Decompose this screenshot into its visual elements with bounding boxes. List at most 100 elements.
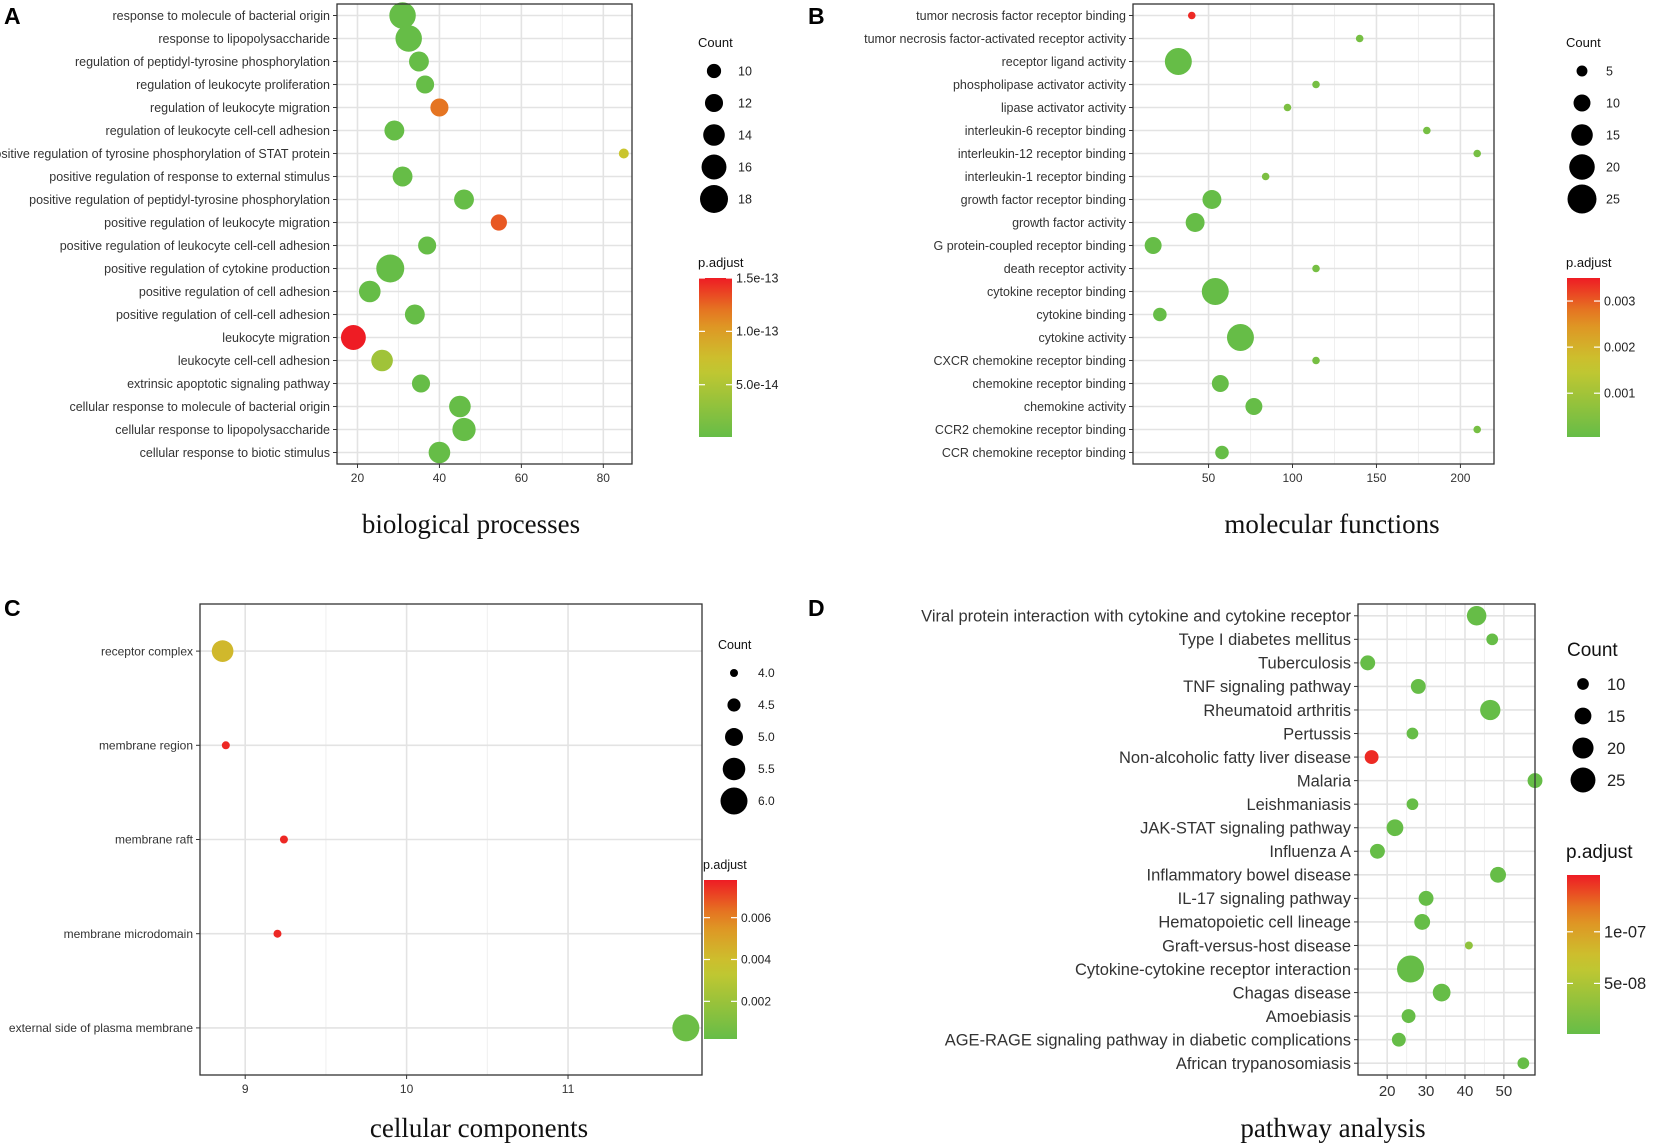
data-point-non-alcoholic-fatty-liver-disease	[1364, 750, 1379, 765]
category-label-regulation-of-leukocyte-migration: regulation of leukocyte migration	[150, 101, 330, 115]
category-label-cytokine-cytokine-receptor-interaction: Cytokine-cytokine receptor interaction	[1075, 961, 1351, 979]
data-point-positive-regulation-of-cell-cell-adhesion	[404, 304, 425, 325]
data-point-tumor-necrosis-factor-activated-receptor-activity	[1355, 34, 1364, 43]
category-label-interleukin-12-receptor-binding: interleukin-12 receptor binding	[958, 147, 1126, 161]
x-tick-label: 60	[515, 471, 529, 485]
category-label-tumor-necrosis-factor-receptor-binding: tumor necrosis factor receptor binding	[916, 9, 1126, 23]
colorbar-tick-label: 5.0e-14	[736, 378, 778, 392]
data-point-positive-regulation-of-leukocyte-migration	[490, 214, 507, 231]
category-label-malaria: Malaria	[1297, 772, 1352, 790]
size-legend-dot	[704, 93, 724, 113]
category-label-il-17-signaling-pathway: IL-17 signaling pathway	[1178, 890, 1352, 908]
size-legend-label: 10	[1606, 96, 1620, 110]
data-point-chemokine-activity	[1245, 398, 1263, 415]
category-label-graft-versus-host-disease: Graft-versus-host disease	[1162, 937, 1351, 955]
data-point-ccr2-chemokine-receptor-binding	[1473, 425, 1482, 434]
data-point-cytokine-activity	[1226, 324, 1254, 351]
category-label-tnf-signaling-pathway: TNF signaling pathway	[1183, 678, 1352, 696]
panel-label-c: C	[4, 595, 21, 621]
data-point-interleukin-6-receptor-binding	[1423, 126, 1431, 135]
category-label-influenza-a: Influenza A	[1269, 843, 1351, 861]
data-point-positive-regulation-of-cell-adhesion	[358, 280, 381, 303]
category-label-rheumatoid-arthritis: Rheumatoid arthritis	[1203, 702, 1351, 720]
category-label-chemokine-activity: chemokine activity	[1024, 400, 1127, 414]
category-label-leishmaniasis: Leishmaniasis	[1246, 796, 1351, 814]
x-tick-label: 40	[1457, 1083, 1474, 1100]
data-point-response-to-lipopolysaccharide	[395, 25, 422, 52]
x-tick-label: 50	[1202, 471, 1216, 485]
data-point-lipase-activator-activity	[1283, 103, 1292, 112]
data-point-membrane-raft	[279, 835, 288, 844]
size-legend-title: Count	[718, 638, 752, 652]
category-label-regulation-of-peptidyl-tyrosine-phosphorylation: regulation of peptidyl-tyrosine phosphor…	[75, 55, 330, 69]
data-point-cellular-response-to-biotic-stimulus	[428, 441, 451, 464]
size-legend-label: 14	[738, 128, 752, 142]
data-point-cytokine-cytokine-receptor-interaction	[1397, 955, 1425, 983]
data-point-leukocyte-cell-cell-adhesion	[371, 349, 393, 372]
category-label-death-receptor-activity: death receptor activity	[1004, 262, 1127, 276]
colorbar-tick-label: 0.001	[1604, 387, 1635, 401]
size-legend-label: 18	[738, 192, 752, 206]
plot-background	[1358, 604, 1535, 1075]
size-legend-dot	[700, 185, 728, 213]
data-point-receptor-ligand-activity	[1164, 48, 1192, 75]
data-point-il-17-signaling-pathway	[1418, 890, 1434, 906]
category-label-tuberculosis: Tuberculosis	[1258, 655, 1351, 673]
category-label-age-rage-signaling-pathway-in-diabetic-complications: AGE-RAGE signaling pathway in diabetic c…	[945, 1031, 1351, 1049]
data-point-pertussis	[1406, 727, 1419, 740]
x-tick-label: 50	[1496, 1083, 1513, 1100]
caption-biological-processes: biological processes	[362, 509, 580, 539]
size-legend-label: 4.5	[758, 698, 775, 712]
category-label-interleukin-1-receptor-binding: interleukin-1 receptor binding	[965, 170, 1126, 184]
category-label-growth-factor-receptor-binding: growth factor receptor binding	[961, 193, 1126, 207]
category-label-cellular-response-to-biotic-stimulus: cellular response to biotic stimulus	[140, 446, 330, 460]
category-label-leukocyte-migration: leukocyte migration	[222, 331, 330, 345]
data-point-age-rage-signaling-pathway-in-diabetic-complications	[1391, 1032, 1406, 1047]
category-label-interleukin-6-receptor-binding: interleukin-6 receptor binding	[965, 124, 1126, 138]
colorbar-tick-label: 0.003	[1604, 294, 1635, 308]
colorbar-tick-label: 0.004	[741, 953, 771, 967]
data-point-inflammatory-bowel-disease	[1490, 866, 1506, 883]
size-legend-label: 10	[1607, 676, 1625, 694]
colorbar	[699, 278, 732, 437]
category-label-cytokine-activity: cytokine activity	[1038, 331, 1126, 345]
data-point-amoebiasis	[1401, 1009, 1416, 1024]
size-legend-label: 5.5	[758, 762, 775, 776]
category-label-external-side-of-plasma-membrane: external side of plasma membrane	[9, 1021, 193, 1035]
data-point-regulation-of-leukocyte-cell-cell-adhesion	[384, 120, 405, 141]
category-label-type-i-diabetes-mellitus: Type I diabetes mellitus	[1179, 631, 1351, 649]
size-legend-title: Count	[1566, 35, 1601, 50]
size-legend-label: 16	[738, 160, 752, 174]
size-legend-label: 15	[1606, 128, 1620, 142]
category-label-ccr-chemokine-receptor-binding: CCR chemokine receptor binding	[942, 446, 1126, 460]
category-label-positive-regulation-of-cell-adhesion: positive regulation of cell adhesion	[139, 285, 330, 299]
category-label-phospholipase-activator-activity: phospholipase activator activity	[953, 78, 1127, 92]
size-legend-label: 5.0	[758, 730, 775, 744]
category-label-membrane-raft: membrane raft	[115, 833, 194, 847]
size-legend-dot	[1567, 184, 1597, 214]
data-point-graft-versus-host-disease	[1464, 941, 1473, 950]
size-legend-dot	[701, 154, 727, 180]
data-point-growth-factor-activity	[1185, 213, 1205, 232]
plot-border	[336, 3, 633, 465]
category-label-cellular-response-to-lipopolysaccharide: cellular response to lipopolysaccharide	[115, 423, 330, 437]
size-legend-label: 5	[1606, 64, 1613, 78]
caption-pathway-analysis: pathway analysis	[1240, 1113, 1425, 1143]
colorbar-tick-label: 0.002	[1604, 341, 1635, 355]
size-legend-dot	[1571, 124, 1593, 146]
data-point-chemokine-receptor-binding	[1211, 375, 1229, 392]
color-legend-title: p.adjust	[698, 255, 744, 270]
data-point-cxcr-chemokine-receptor-binding	[1312, 356, 1320, 365]
data-point-phospholipase-activator-activity	[1312, 80, 1320, 89]
plot-border	[199, 603, 703, 1076]
size-legend-dot	[727, 698, 741, 712]
size-legend-label: 6.0	[758, 794, 775, 808]
category-label-tumor-necrosis-factor-activated-receptor-activity: tumor necrosis factor-activated receptor…	[864, 32, 1127, 46]
category-label-cellular-response-to-molecule-of-bacterial-origin: cellular response to molecule of bacteri…	[69, 400, 330, 414]
size-legend-title: Count	[698, 35, 733, 50]
data-point-chagas-disease	[1432, 983, 1451, 1002]
size-legend-dot	[720, 787, 748, 815]
data-point-external-side-of-plasma-membrane	[672, 1014, 700, 1042]
x-tick-label: 150	[1366, 471, 1386, 485]
size-legend-dot	[1572, 737, 1594, 759]
